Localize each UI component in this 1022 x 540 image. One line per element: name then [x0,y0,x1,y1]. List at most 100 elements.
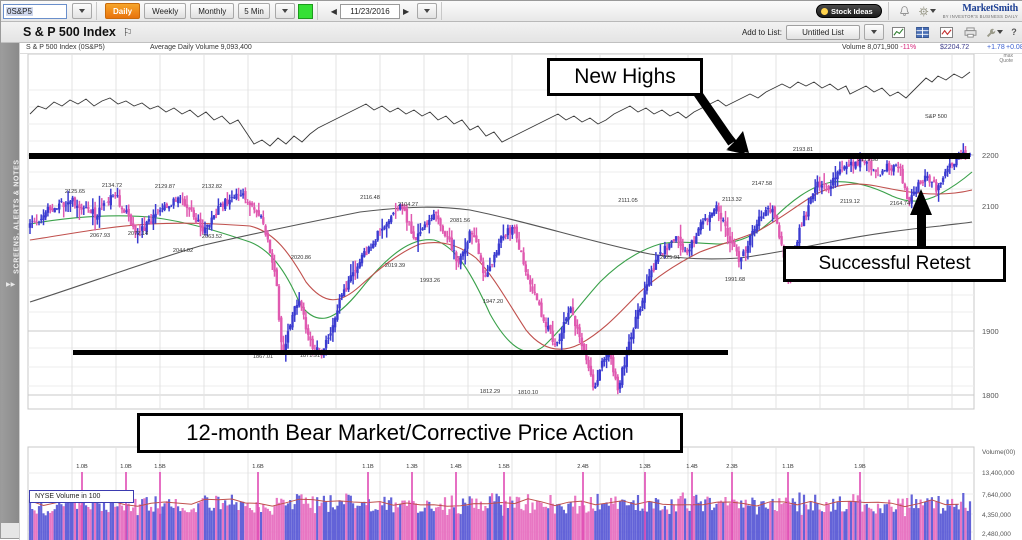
instrument-name: S & P 500 Index (0S&P5) [26,44,105,51]
chart-header-bar: S & P 500 Index ⚐ Add to List: Untitled … [1,22,1022,43]
price-point-label: 2072.14 [128,231,148,237]
stock-ideas-button[interactable]: Stock Ideas [816,4,882,18]
price-point-label: 2134.72 [102,183,122,189]
screens-alerts-notes-sidebar[interactable]: SCREENS, ALERTS & NOTES ▶▶ [1,43,19,523]
price-point-label: 2020.86 [291,255,311,261]
annotation-text: Successful Retest [818,253,970,275]
volume-change: -11% [900,44,916,51]
annotation-text: 12-month Bear Market/Corrective Price Ac… [186,420,634,446]
average-daily-volume: Average Daily Volume 9,093,400 [150,44,252,51]
price-point-label: 1991.68 [725,277,745,283]
main-toolbar: 0S&P5 Daily Weekly Monthly 5 Min ◀ 11/23… [1,1,1022,22]
date-navigator: ◀ 11/23/2016 ▶ [328,4,412,19]
date-prev-button[interactable]: ◀ [328,7,340,16]
chart-icon[interactable] [888,23,908,41]
interval-select[interactable]: 5 Min [238,3,270,19]
lightbulb-icon [821,8,828,15]
list-dropdown-button[interactable] [864,24,884,40]
chevron-down-icon [79,9,85,13]
volume-point-label: 1.5B [498,464,510,470]
volume-point-label: 1.5B [154,464,166,470]
resistance-band [29,153,970,159]
chevron-right-icon: ▶▶ [6,281,15,288]
chevron-down-icon [930,9,936,13]
volume-tick: 7,640,000 [982,492,1011,499]
series-label: S&P 500 [925,114,947,120]
volume-point-label: 1.4B [450,464,462,470]
price-point-label: 2044.02 [173,248,193,254]
period-monthly-button[interactable]: Monthly [190,3,234,19]
volume-label: Volume [842,44,865,51]
price-point-label: 2067.93 [90,233,110,239]
color-swatch[interactable] [298,4,313,19]
wrench-icon[interactable] [984,23,1004,41]
price-point-label: 2147.58 [752,181,772,187]
annotation-new-highs: New Highs [547,58,703,96]
price-grid [28,54,974,409]
toolbar-divider [96,2,97,20]
price-tick: 1800 [982,391,999,400]
flag-icon[interactable]: ⚐ [123,26,133,39]
page-title: S & P 500 Index [23,25,116,39]
last-price: $2204.72 [940,44,969,51]
price-change: +1.78 [987,44,1005,51]
volume-tick: 2,480,000 [982,531,1011,538]
date-next-button[interactable]: ▶ [400,7,412,16]
volume-point-label: 1.4B [686,464,698,470]
volume-point-label: 1.3B [639,464,651,470]
brand-tagline: BY INVESTOR'S BUSINESS DAILY [943,14,1018,19]
date-input[interactable]: 11/23/2016 [340,4,400,19]
price-change-pct: +0.08% [1006,44,1022,51]
chart-canvas[interactable]: S & P 500 Index (0S&P5) Average Daily Vo… [19,43,1022,540]
date-dropdown-button[interactable] [417,3,437,19]
volume-legend-label: NYSE Volume in 100 [35,493,100,500]
price-tick: 2200 [982,151,999,160]
help-icon[interactable]: ? [1008,23,1020,41]
volume-point-label: 1.0B [76,464,88,470]
price-point-label: 2019.39 [385,263,405,269]
symbol-dropdown-button[interactable] [72,3,92,19]
chevron-down-icon [997,30,1003,34]
price-tick: 2100 [982,202,999,211]
quote-infobar: S & P 500 Index (0S&P5) Average Daily Vo… [20,43,1022,54]
volume-point-label: 2.3B [726,464,738,470]
toolbar-divider [888,2,889,20]
volume-axis-title: Volume(00) [982,449,1015,456]
grid-icon[interactable] [912,23,932,41]
marketsmith-logo: MarketSmith BY INVESTOR'S BUSINESS DAILY [943,3,1018,19]
price-point-label: 1812.29 [480,389,500,395]
toolbar-divider [317,2,318,20]
symbol-input[interactable]: 0S&P5 [3,4,67,19]
bell-icon[interactable] [895,2,915,20]
price-point-label: 2164.74 [890,201,910,207]
volume-tick: 13,400,000 [982,470,1015,477]
price-point-label: 2116.48 [360,195,380,201]
page-title-zone: S & P 500 Index ⚐ [23,25,133,39]
nyse-volume-legend: NYSE Volume in 100 [29,490,134,503]
chart-red-icon[interactable] [936,23,956,41]
printer-icon[interactable] [960,23,980,41]
volume-readout: Volume 8,071,900 -11% [842,44,916,51]
interval-dropdown-button[interactable] [275,3,295,19]
stock-ideas-label: Stock Ideas [831,7,873,16]
price-point-label: 2063.52 [202,234,222,240]
brand-name: MarketSmith [962,3,1018,14]
price-point-label: 1810.10 [518,390,538,396]
volume-point-label: 2.4B [577,464,589,470]
support-band [73,350,728,355]
period-weekly-button[interactable]: Weekly [144,3,186,19]
price-point-label: 2132.82 [202,184,222,190]
annotation-successful-retest: Successful Retest [783,246,1006,282]
chevron-down-icon [871,30,877,34]
toolbar-divider [441,2,442,20]
price-point-label: 2081.56 [450,218,470,224]
gear-icon[interactable] [917,2,937,20]
symbol-value: 0S&P5 [6,7,33,16]
price-point-label: 2119.12 [840,199,860,205]
list-select[interactable]: Untitled List [786,25,860,40]
period-daily-button[interactable]: Daily [105,3,140,19]
volume-point-label: 1.1B [782,464,794,470]
price-point-label: 2111.05 [618,198,637,204]
